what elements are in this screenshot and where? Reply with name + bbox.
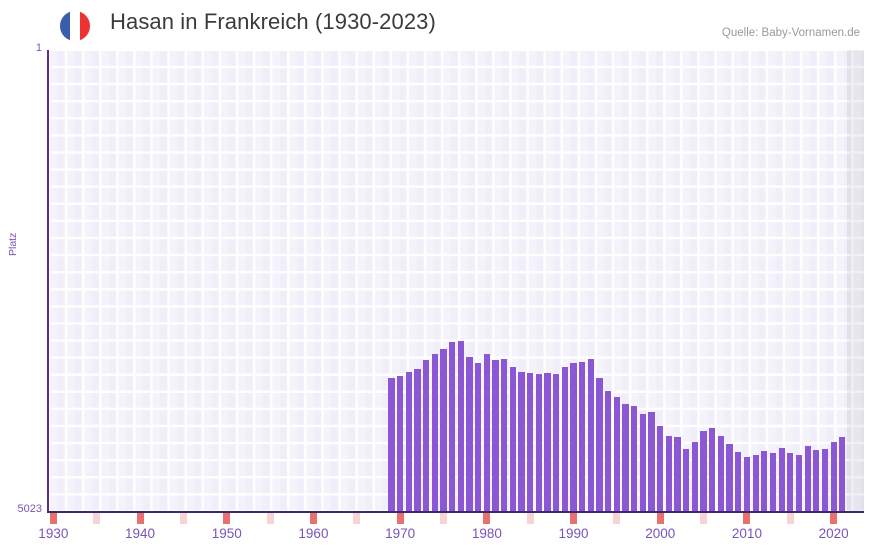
flag-stripe-blue (60, 11, 70, 41)
x-axis-label: 2000 (645, 526, 676, 541)
x-axis-label: 2020 (818, 526, 849, 541)
x-axis-tick-major (49, 513, 57, 524)
x-axis-tick-major (223, 513, 231, 524)
x-axis-tick-minor (786, 513, 794, 524)
bar[interactable] (579, 362, 586, 512)
bar[interactable] (440, 349, 447, 512)
bar[interactable] (821, 449, 829, 512)
x-axis-tick-major (656, 513, 664, 524)
x-axis-label: 1930 (38, 526, 69, 541)
bar[interactable] (735, 452, 742, 512)
bar[interactable] (553, 374, 560, 512)
bars-layer (49, 50, 864, 512)
bar[interactable] (709, 428, 716, 512)
x-axis-tick-major (396, 513, 404, 524)
x-axis-tick-minor (439, 513, 447, 524)
x-axis-label: 1960 (298, 526, 329, 541)
bar[interactable] (605, 391, 612, 512)
bar[interactable] (431, 354, 438, 512)
bar[interactable] (587, 359, 594, 512)
bar[interactable] (778, 448, 785, 512)
bar[interactable] (501, 359, 508, 512)
x-axis-line (47, 511, 864, 513)
bar[interactable] (769, 453, 777, 512)
bar[interactable] (665, 436, 673, 512)
chart-title: Hasan in Frankreich (1930-2023) (110, 9, 436, 34)
bar[interactable] (752, 455, 759, 512)
bar[interactable] (804, 446, 811, 512)
bar[interactable] (449, 342, 456, 512)
bar[interactable] (457, 341, 464, 512)
bar[interactable] (397, 376, 404, 512)
bar[interactable] (613, 397, 620, 512)
x-axis-tick-minor (526, 513, 534, 524)
y-axis-title: Platz (7, 232, 19, 256)
x-axis-label: 1970 (385, 526, 416, 541)
bar[interactable] (518, 372, 525, 512)
bar[interactable] (839, 437, 846, 512)
x-axis-tick-major (830, 513, 838, 524)
flag-stripe-red (79, 11, 90, 41)
bar[interactable] (596, 378, 603, 512)
bar[interactable] (787, 453, 794, 512)
y-axis-tick-top: 1 (35, 42, 42, 54)
bar[interactable] (561, 367, 568, 512)
bar[interactable] (726, 444, 733, 512)
bar[interactable] (405, 372, 412, 512)
bar[interactable] (657, 426, 664, 512)
bar[interactable] (674, 437, 681, 512)
x-axis-tick-major (483, 513, 491, 524)
bar[interactable] (761, 451, 768, 512)
bar[interactable] (648, 412, 655, 512)
bar[interactable] (795, 455, 803, 512)
bar[interactable] (631, 406, 638, 512)
chart-source-attribution: Quelle: Baby-Vornamen.de (721, 27, 860, 39)
bar[interactable] (717, 436, 725, 512)
bar[interactable] (466, 357, 473, 512)
bar[interactable] (691, 442, 699, 512)
y-axis-line (47, 50, 49, 512)
x-axis-tick-minor (700, 513, 708, 524)
bar[interactable] (509, 367, 516, 512)
france-flag-icon (60, 11, 90, 41)
bar[interactable] (622, 404, 629, 512)
x-axis-label: 1980 (471, 526, 502, 541)
x-axis-label: 2010 (731, 526, 762, 541)
flag-stripe-white (69, 11, 80, 41)
bar[interactable] (535, 374, 542, 512)
bar[interactable] (388, 378, 395, 512)
bar[interactable] (830, 442, 837, 512)
bar[interactable] (700, 431, 707, 512)
x-axis-tick-minor (93, 513, 101, 524)
bar[interactable] (743, 457, 751, 512)
x-axis-label: 1990 (558, 526, 589, 541)
bar[interactable] (475, 363, 482, 512)
bar[interactable] (527, 373, 534, 512)
x-axis-tick-minor (179, 513, 187, 524)
x-axis-tick-minor (613, 513, 621, 524)
x-axis-tick-major (570, 513, 578, 524)
chart-header: Hasan in Frankreich (1930-2023) Quelle: … (0, 0, 873, 46)
bar[interactable] (570, 363, 577, 512)
x-axis-label: 1950 (211, 526, 242, 541)
x-axis-tick-marks (49, 513, 864, 524)
bar[interactable] (483, 354, 490, 512)
bar[interactable] (492, 360, 499, 512)
bar[interactable] (813, 450, 820, 512)
bar[interactable] (639, 414, 647, 512)
x-axis-tick-major (743, 513, 751, 524)
x-axis-tick-major (136, 513, 144, 524)
bar[interactable] (414, 369, 421, 512)
y-axis-tick-bottom: 5023 (17, 503, 42, 515)
x-axis-tick-major (309, 513, 317, 524)
bar[interactable] (683, 449, 690, 512)
plot-area (49, 50, 864, 512)
x-axis-tick-minor (266, 513, 274, 524)
x-axis-tick-minor (353, 513, 361, 524)
x-axis-labels: 1930 1940 1950 1960 1970 1980 1990 2000 2010 2020 (0, 526, 873, 550)
x-axis-label: 1940 (125, 526, 156, 541)
bar[interactable] (423, 360, 430, 512)
bar[interactable] (544, 373, 551, 512)
